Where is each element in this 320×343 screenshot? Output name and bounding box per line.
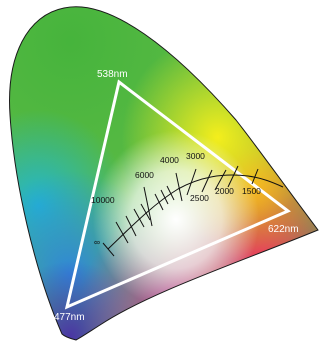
temp-label-2500: 2500	[190, 193, 209, 203]
temp-label-2000: 2000	[215, 186, 234, 196]
isotherm-ticks	[102, 165, 259, 257]
isotherm-tick	[160, 189, 169, 205]
planckian-locus-curve	[107, 174, 284, 250]
isotherm-tick	[133, 208, 145, 228]
vertex-label-538nm: 538nm	[97, 69, 128, 80]
isotherm-tick	[125, 215, 137, 237]
temp-label-10000: 10000	[91, 195, 115, 205]
isotherm-tick	[115, 221, 129, 244]
isotherm-tick	[227, 165, 239, 188]
isotherm-tick	[214, 169, 227, 191]
vertex-label-477nm: 477nm	[54, 312, 85, 323]
temperature-labels: 10000 6000 4000 3000 2500 2000 1500 ∞	[91, 151, 261, 247]
isotherm-tick	[175, 172, 183, 202]
isotherm-tick	[251, 168, 259, 185]
temp-label-3000: 3000	[186, 151, 205, 161]
temp-label-6000: 6000	[135, 170, 154, 180]
isotherm-tick	[102, 242, 115, 257]
isotherm-tick	[154, 193, 164, 211]
gamut-triangle	[64, 79, 291, 310]
vertex-label-622nm: 622nm	[268, 224, 299, 235]
spectral-locus-outline	[9, 6, 319, 341]
wavelength-labels: 538nm 622nm 477nm	[54, 69, 299, 323]
isotherm-tick	[186, 168, 197, 196]
isotherm-tick	[143, 186, 153, 227]
isotherm-tick	[140, 203, 151, 221]
isotherm-tick	[201, 169, 213, 193]
planckian-locus	[102, 165, 284, 257]
temp-label-infinity: ∞	[94, 237, 100, 247]
temp-label-4000: 4000	[160, 155, 179, 165]
isotherm-tick	[166, 185, 175, 201]
temp-label-1500: 1500	[242, 186, 261, 196]
